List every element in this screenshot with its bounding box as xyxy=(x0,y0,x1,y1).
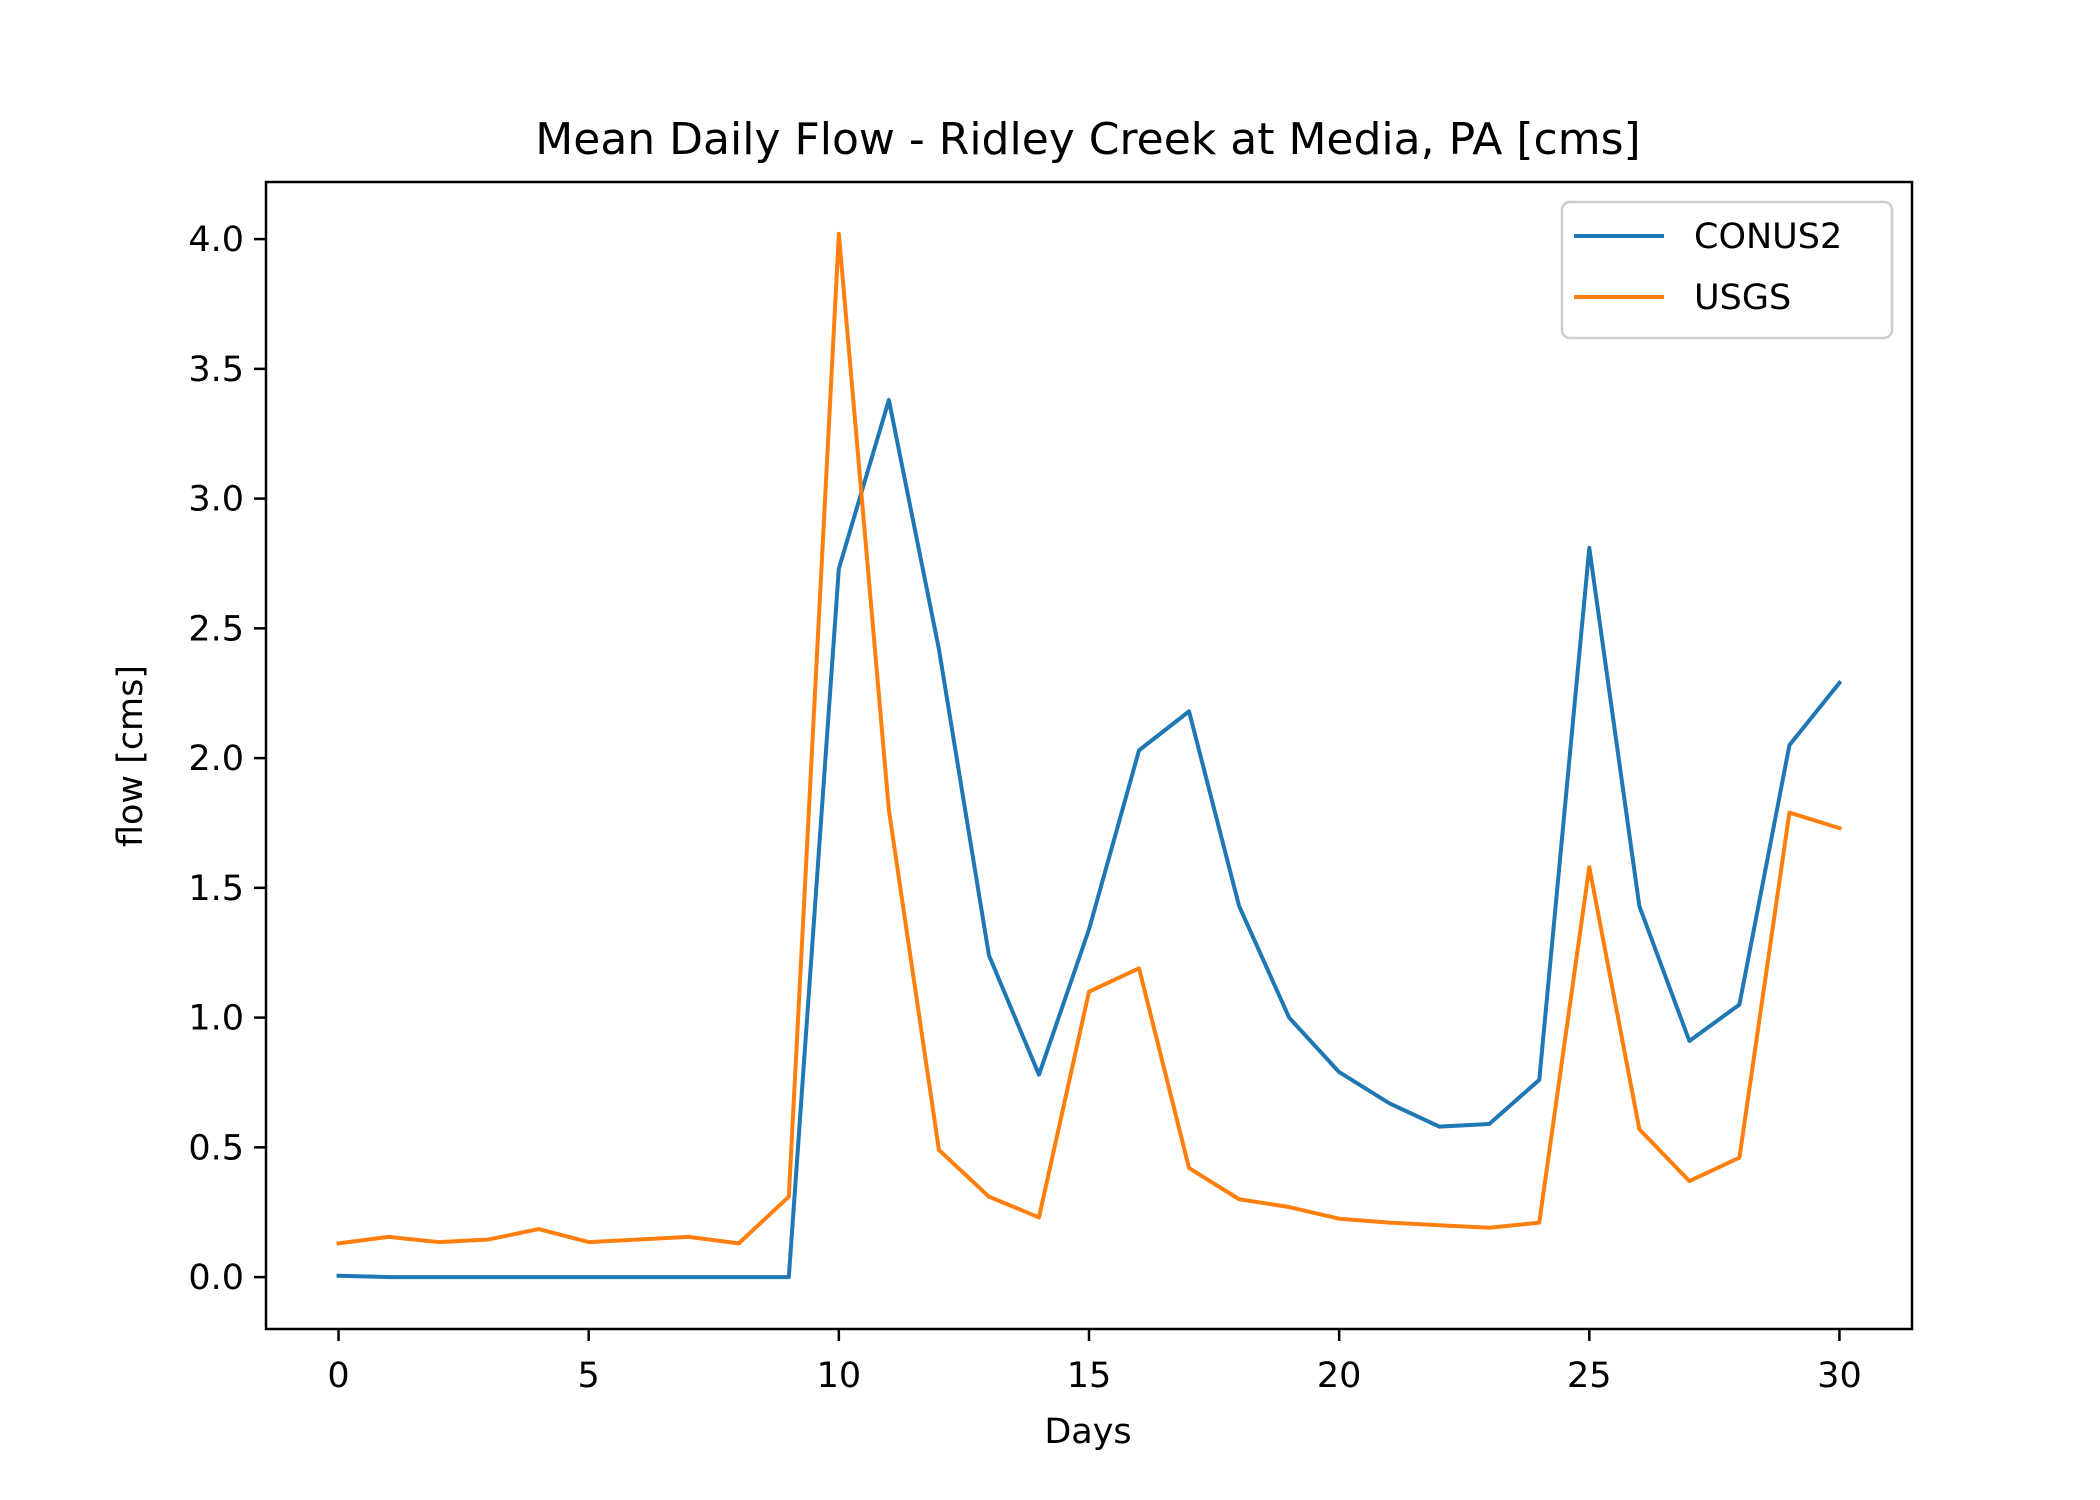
y-tick-label: 2.5 xyxy=(188,609,244,649)
y-tick-label: 0.5 xyxy=(188,1128,244,1168)
x-tick-label: 25 xyxy=(1567,1356,1612,1396)
y-axis-ticks: 0.0 0.5 1.0 1.5 2.0 2.5 3.0 3.5 4.0 xyxy=(188,220,266,1298)
y-tick-label: 1.0 xyxy=(188,999,244,1039)
y-tick-label: 0.0 xyxy=(188,1258,244,1298)
legend-label-conus2: CONUS2 xyxy=(1694,217,1842,257)
y-tick-label: 4.0 xyxy=(188,220,244,260)
y-tick-label: 3.0 xyxy=(188,480,244,520)
legend: CONUS2 USGS xyxy=(1560,200,1894,340)
y-tick-label: 3.5 xyxy=(188,350,244,390)
y-tick-label: 2.0 xyxy=(188,739,244,779)
legend-label-usgs: USGS xyxy=(1694,278,1791,318)
series-line-conus2 xyxy=(336,397,1843,1280)
series-layer xyxy=(336,231,1843,1280)
x-tick-label: 20 xyxy=(1317,1356,1362,1396)
y-tick-label: 1.5 xyxy=(188,869,244,909)
series-line-usgs xyxy=(336,231,1842,1246)
x-tick-label: 10 xyxy=(817,1356,862,1396)
y-axis-label: flow [cms] xyxy=(111,665,151,847)
x-tick-label: 0 xyxy=(327,1356,349,1396)
x-tick-label: 30 xyxy=(1817,1356,1862,1396)
x-axis-label: Days xyxy=(1044,1412,1131,1452)
chart-title: Mean Daily Flow - Ridley Creek at Media,… xyxy=(535,114,1640,165)
x-tick-label: 15 xyxy=(1067,1356,1112,1396)
x-axis-ticks: 0 5 10 15 20 25 30 xyxy=(327,1329,1862,1396)
x-tick-label: 5 xyxy=(578,1356,600,1396)
